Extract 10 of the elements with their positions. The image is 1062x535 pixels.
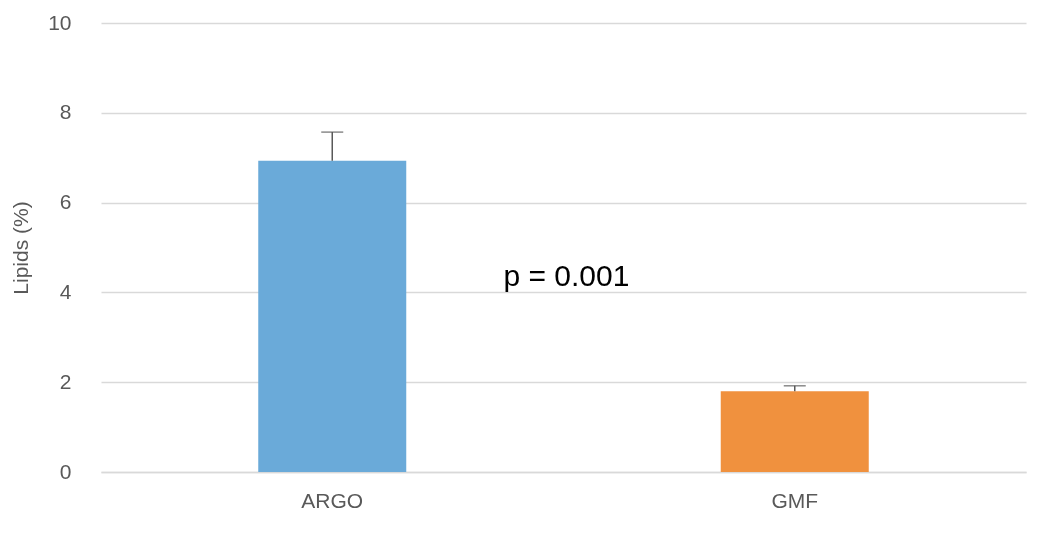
x-tick-label: ARGO	[301, 488, 364, 512]
y-tick-label: 0	[59, 459, 72, 483]
y-tick-label: 6	[59, 190, 72, 214]
y-tick-label: 10	[48, 10, 72, 34]
x-tick-label: GMF	[771, 488, 819, 512]
annotation: p = 0.001	[503, 258, 630, 292]
y-axis-title: Lipids (%)	[9, 201, 33, 295]
y-tick-label: 2	[59, 369, 72, 393]
y-tick-label: 4	[59, 279, 72, 303]
y-tick-label: 8	[59, 100, 72, 124]
